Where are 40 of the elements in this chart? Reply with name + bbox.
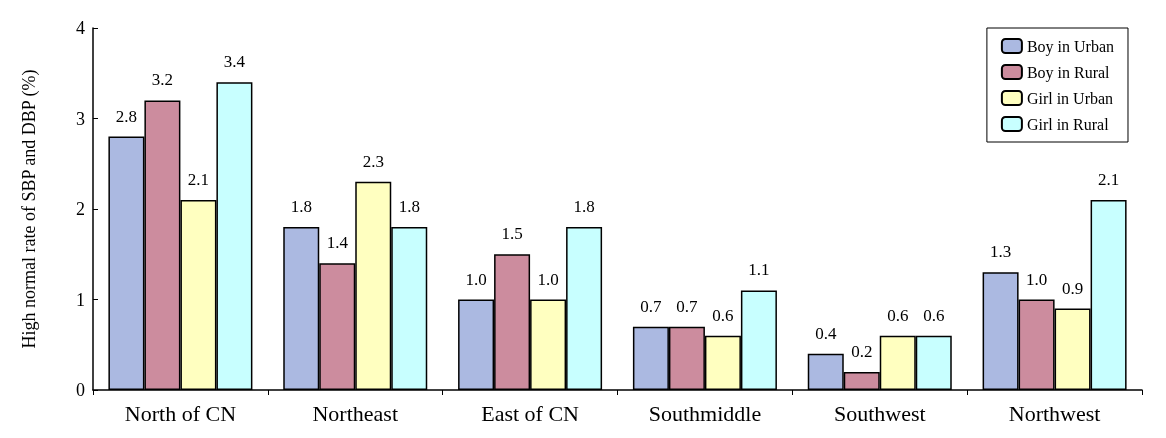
data-label: 0.4 [815,323,837,343]
x-tick-label: Southmiddle [648,400,762,426]
y-tick-label: 3 [76,108,85,129]
data-label: 0.6 [923,305,945,325]
data-label: 0.7 [640,296,663,316]
x-tick-label: Northwest [1008,400,1101,426]
data-label: 0.9 [1061,278,1084,298]
y-tick-label: 2 [76,199,85,219]
data-label: 0.2 [851,341,873,361]
data-label: 0.6 [887,305,909,325]
legend-label: Boy in Rural [1026,63,1111,82]
y-axis-title: High normal rate of SBP and DBP (%) [19,69,40,349]
y-tick-label: 0 [76,380,85,400]
data-label: 1.0 [537,269,559,289]
y-tick-label: 4 [76,18,85,38]
data-label: 1.0 [465,269,487,289]
y-tick-label: 1 [76,289,85,310]
data-label: 2.8 [115,106,138,126]
legend-label: Boy in Urban [1026,37,1115,56]
data-label: 3.4 [223,52,246,72]
x-tick-label: East of CN [481,400,580,426]
data-label: 1.0 [1025,269,1048,289]
data-label: 1.3 [989,242,1012,262]
legend-label: Girl in Rural [1026,115,1110,133]
data-label: 1.8 [398,197,420,217]
data-label: 0.7 [676,296,699,316]
data-label: 1.4 [326,233,349,253]
data-label: 2.1 [187,169,210,189]
data-label: 3.2 [151,70,174,90]
data-label: 1.1 [748,260,770,280]
legend-label: Girl in Urban [1026,89,1114,107]
x-tick-label: North of CN [124,400,237,426]
data-label: 1.5 [501,224,523,244]
x-tick-label: Southwest [833,400,926,426]
data-label: 2.1 [1097,169,1120,189]
data-label: 1.8 [290,197,312,217]
x-tick-label: Northeast [312,400,399,426]
data-label: 0.6 [712,305,734,325]
data-label: 2.3 [362,151,384,171]
data-label: 1.8 [573,197,595,217]
